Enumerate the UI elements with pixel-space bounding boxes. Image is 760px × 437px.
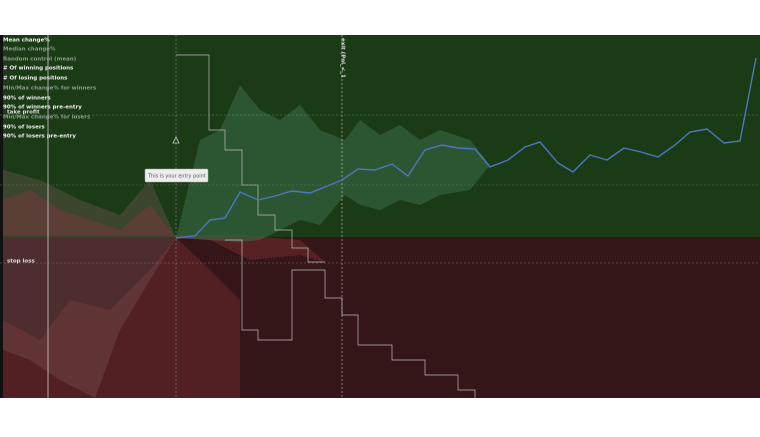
legend-item[interactable]: 90% of losers [3, 125, 46, 131]
legend-item[interactable]: # Of losing positions [3, 76, 68, 82]
entry-marker [172, 136, 180, 144]
stop-loss-label: stop loss [7, 259, 35, 265]
losers-pre-band [3, 190, 325, 262]
mean-change-line [175, 57, 757, 239]
legend-item[interactable]: 90% of losers pre-entry [3, 134, 76, 140]
losers-minmax [3, 170, 176, 398]
legend-item[interactable]: Median change% [3, 47, 56, 53]
tooltip-box [144, 168, 209, 183]
left-edge [0, 35, 3, 398]
legend-item[interactable]: # Of winning positions [3, 66, 74, 72]
legend: Mean change% Median change% Random control… [3, 38, 97, 140]
take-profit-label: take profit [7, 110, 40, 116]
exit-label: exit (Pnl_<_1 [340, 38, 346, 78]
legend-item[interactable]: 90% of winners pre-entry [3, 105, 82, 111]
legend-item[interactable]: Min/Max change% for losers [3, 115, 91, 121]
legend-item[interactable]: Min/Max change% for winners [3, 86, 97, 92]
legend-item[interactable]: 90% of winners [3, 96, 51, 102]
losers-band [3, 238, 240, 398]
tooltip: This is your entry point [147, 174, 206, 180]
legend-item[interactable]: Mean change% [3, 38, 50, 44]
winners-band [176, 85, 490, 242]
legend-item[interactable]: Random control (mean) [3, 57, 77, 63]
